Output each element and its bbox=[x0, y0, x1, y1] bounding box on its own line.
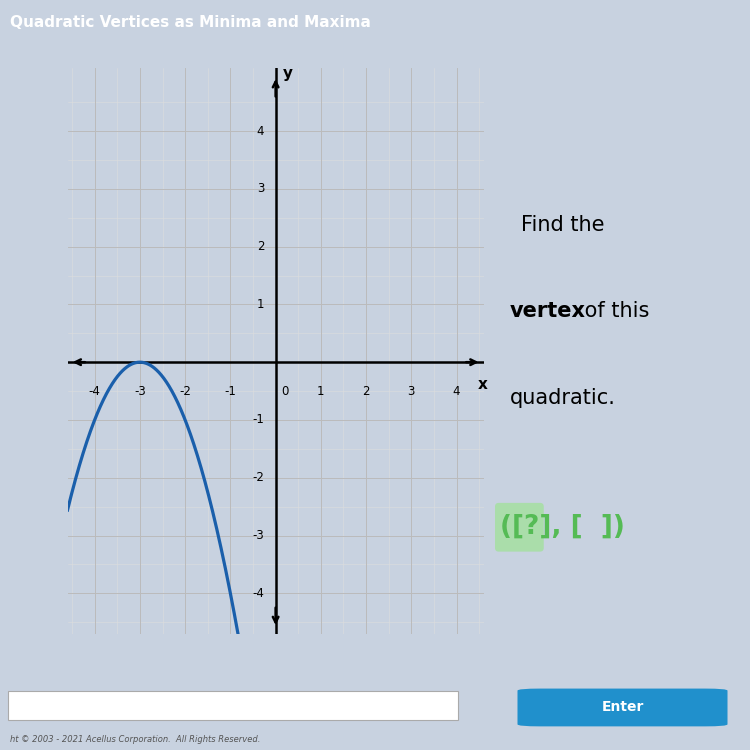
Text: -3: -3 bbox=[134, 386, 146, 398]
Bar bbox=[8, 692, 458, 720]
Text: 4: 4 bbox=[453, 386, 460, 398]
Text: quadratic.: quadratic. bbox=[509, 388, 616, 407]
Text: of this: of this bbox=[578, 302, 649, 321]
Text: -1: -1 bbox=[224, 386, 236, 398]
Text: 0: 0 bbox=[281, 386, 288, 398]
Text: 3: 3 bbox=[257, 182, 264, 195]
Text: 1: 1 bbox=[256, 298, 264, 311]
Text: y: y bbox=[283, 66, 292, 81]
Text: Enter: Enter bbox=[602, 700, 644, 714]
Text: ([?], [  ]): ([?], [ ]) bbox=[500, 514, 625, 540]
Text: Quadratic Vertices as Minima and Maxima: Quadratic Vertices as Minima and Maxima bbox=[10, 15, 370, 30]
Text: 1: 1 bbox=[317, 386, 325, 398]
Text: 2: 2 bbox=[256, 240, 264, 253]
Text: 4: 4 bbox=[256, 124, 264, 137]
Text: -3: -3 bbox=[253, 529, 264, 542]
FancyBboxPatch shape bbox=[518, 688, 728, 726]
Text: 3: 3 bbox=[408, 386, 415, 398]
Text: Find the: Find the bbox=[520, 215, 605, 235]
Text: -2: -2 bbox=[179, 386, 191, 398]
Text: 2: 2 bbox=[362, 386, 370, 398]
Text: x: x bbox=[478, 376, 488, 392]
Text: -4: -4 bbox=[253, 586, 264, 600]
Text: -4: -4 bbox=[88, 386, 101, 398]
Text: ht © 2003 - 2021 Acellus Corporation.  All Rights Reserved.: ht © 2003 - 2021 Acellus Corporation. Al… bbox=[10, 735, 260, 744]
Text: vertex: vertex bbox=[510, 302, 586, 321]
Text: -2: -2 bbox=[253, 471, 264, 484]
Text: -1: -1 bbox=[253, 413, 264, 427]
